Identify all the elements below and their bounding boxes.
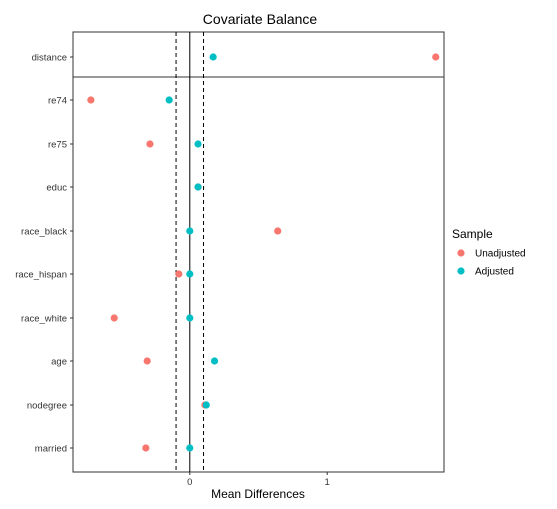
x-axis-title: Mean Differences xyxy=(211,487,305,501)
y-label-age: age xyxy=(51,357,67,368)
y-label-race_black: race_black xyxy=(21,227,67,238)
y-label-race_hispan: race_hispan xyxy=(15,270,67,281)
point-adjusted-married xyxy=(186,444,194,452)
plot-panel xyxy=(72,31,445,473)
legend-title: Sample xyxy=(452,227,493,241)
point-unadjusted-age xyxy=(143,357,151,365)
y-label-re74: re74 xyxy=(48,96,67,107)
point-unadjusted-race_white xyxy=(110,314,118,322)
y-label-married: married xyxy=(35,444,67,455)
point-unadjusted-re74 xyxy=(87,96,95,104)
point-adjusted-nodegree xyxy=(202,401,210,409)
point-unadjusted-re75 xyxy=(146,140,154,148)
y-label-re75: re75 xyxy=(48,140,67,151)
y-label-educ: educ xyxy=(46,183,67,194)
point-adjusted-age xyxy=(210,357,219,365)
point-adjusted-race_hispan xyxy=(186,270,194,278)
point-adjusted-race_white xyxy=(186,314,194,322)
legend-key-unadjusted xyxy=(457,249,465,257)
point-adjusted-race_black xyxy=(186,227,194,235)
point-adjusted-educ xyxy=(194,183,202,191)
chart-title: Covariate Balance xyxy=(203,11,318,27)
y-label-nodegree: nodegree xyxy=(27,401,67,412)
x-tick-label-0: 0 xyxy=(187,477,192,488)
legend: Sample Unadjusted Adjusted xyxy=(452,227,526,278)
point-adjusted-re75 xyxy=(194,140,202,148)
point-unadjusted-race_black xyxy=(274,227,282,235)
point-unadjusted-distance xyxy=(432,53,440,61)
y-label-race_white: race_white xyxy=(21,314,67,325)
legend-key-adjusted xyxy=(457,267,465,275)
point-unadjusted-married xyxy=(142,444,150,452)
point-adjusted-distance xyxy=(209,53,217,61)
point-adjusted-re74 xyxy=(165,96,173,104)
x-tick-label-1: 1 xyxy=(325,477,330,488)
point-unadjusted-race_hispan xyxy=(175,270,183,278)
legend-label-unadjusted: Unadjusted xyxy=(475,249,526,260)
y-label-distance: distance xyxy=(32,53,67,64)
legend-label-adjusted: Adjusted xyxy=(475,267,514,278)
